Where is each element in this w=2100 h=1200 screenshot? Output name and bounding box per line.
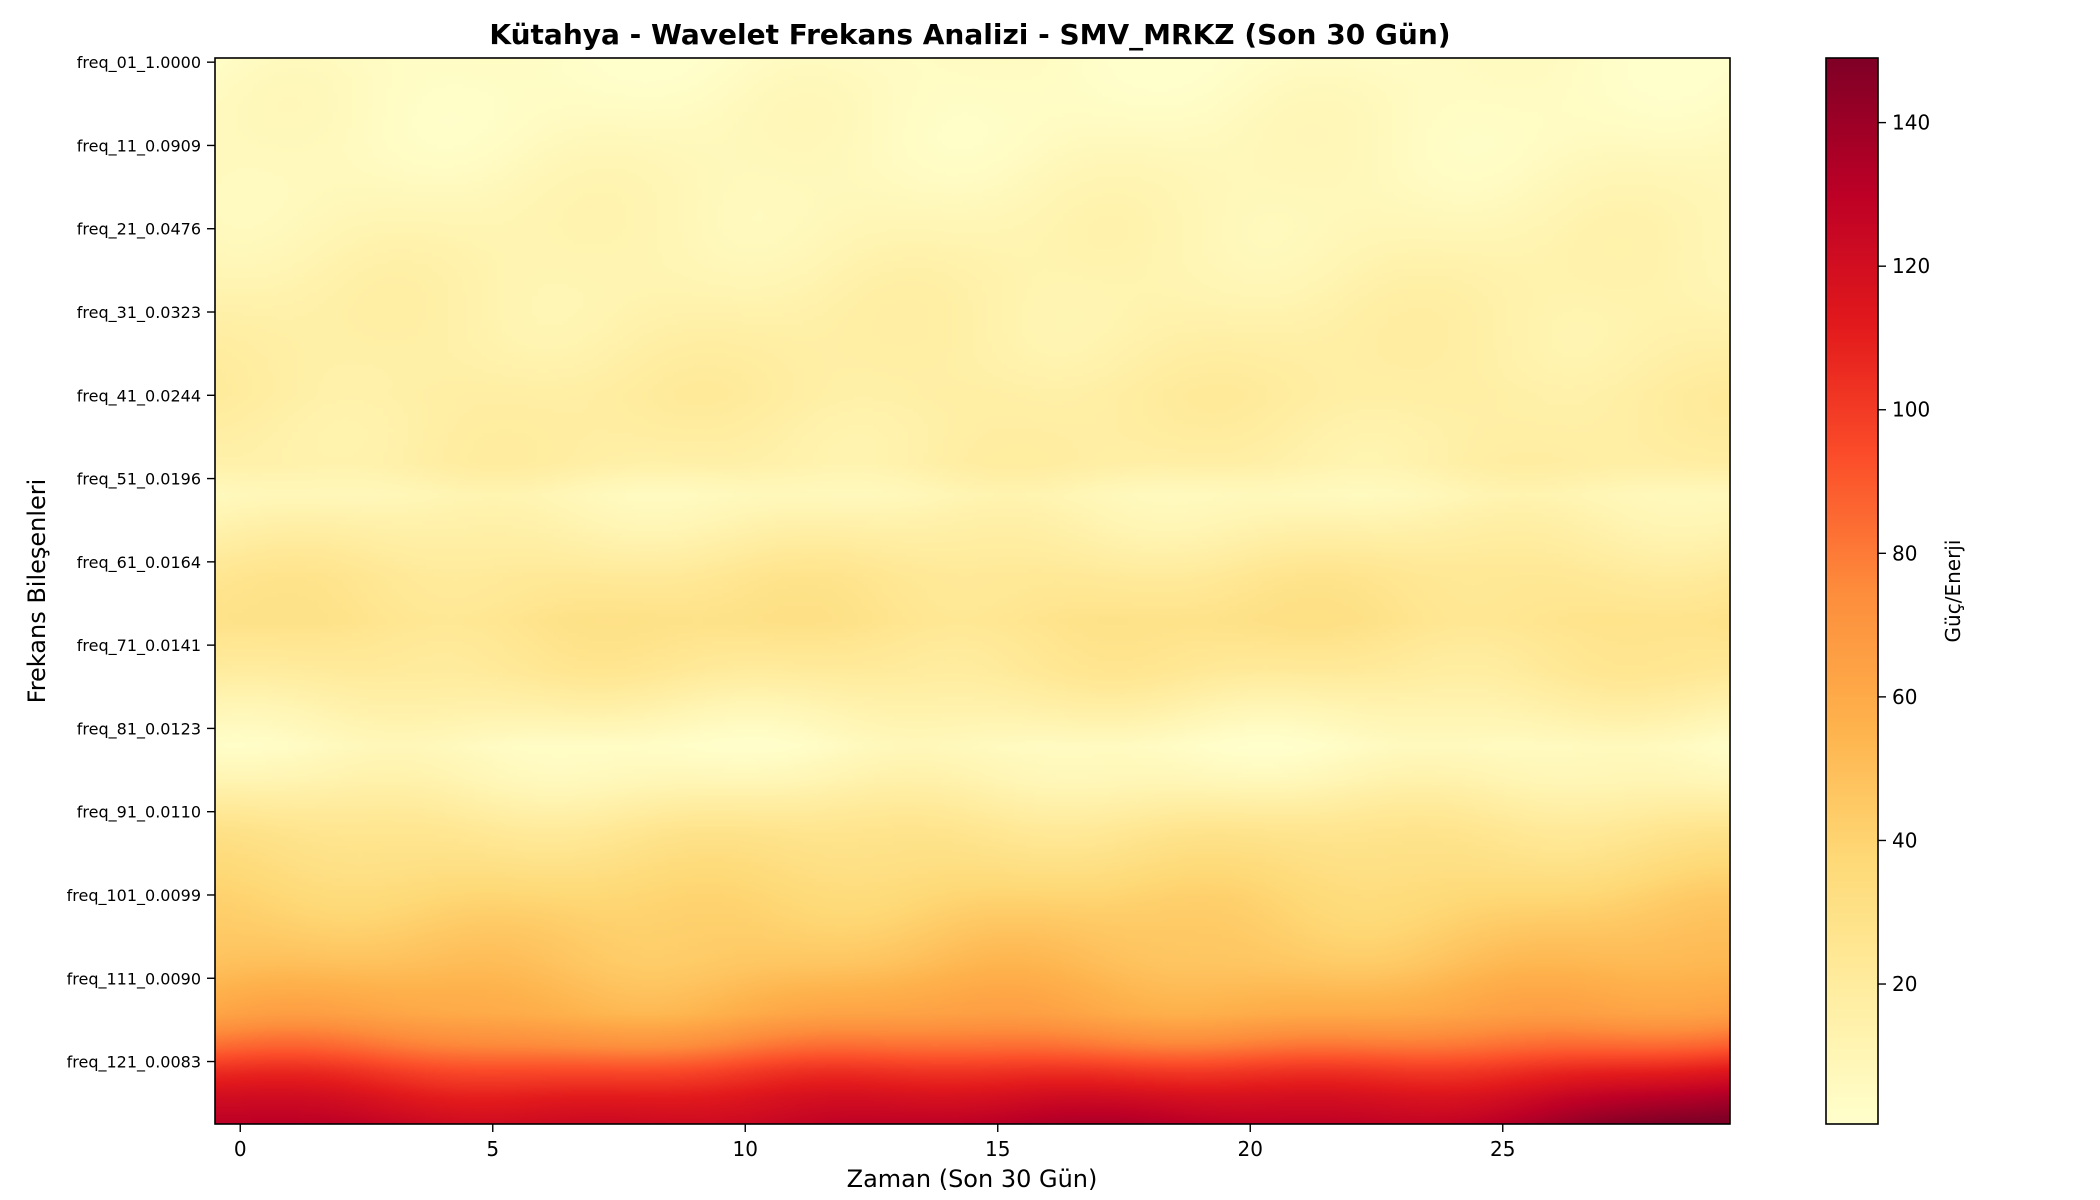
plot-frame	[214, 57, 1731, 1125]
y-tick-label: freq_81_0.0123	[77, 719, 201, 739]
y-tick-label: freq_41_0.0244	[77, 386, 201, 406]
y-tick-label: freq_11_0.0909	[77, 136, 201, 156]
colorbar-frame	[1825, 57, 1879, 1125]
colorbar-tick-label: 40	[1892, 828, 1917, 852]
y-tick-label: freq_111_0.0090	[67, 969, 201, 989]
y-tick-label: freq_61_0.0164	[77, 553, 201, 573]
x-axis-ticks: 0 5 10 15 20 25	[234, 1124, 1515, 1161]
x-tick-label: 10	[733, 1137, 758, 1161]
colorbar-tick-label: 100	[1892, 398, 1930, 422]
y-axis-ticks: freq_01_1.0000 freq_11_0.0909 freq_21_0.04…	[67, 53, 215, 1073]
colorbar-label: Güç/Enerji	[1941, 540, 1965, 643]
x-tick-label: 15	[985, 1137, 1010, 1161]
colorbar-tick-label: 120	[1892, 254, 1930, 278]
x-tick-label: 0	[234, 1137, 247, 1161]
y-tick-label: freq_01_1.0000	[77, 53, 201, 73]
x-tick-label: 5	[486, 1137, 499, 1161]
y-tick-label: freq_51_0.0196	[77, 470, 201, 490]
x-tick-label: 20	[1238, 1137, 1263, 1161]
y-tick-label: freq_101_0.0099	[67, 886, 201, 906]
y-tick-label: freq_31_0.0323	[77, 303, 201, 323]
x-tick-label: 25	[1490, 1137, 1515, 1161]
x-axis-label: Zaman (Son 30 Gün)	[847, 1165, 1098, 1193]
colorbar-ticks: 20 40 60 80 100 120 140	[1878, 111, 1930, 996]
chart-title: Kütahya - Wavelet Frekans Analizi - SMV_…	[489, 18, 1450, 51]
colorbar-tick-label: 140	[1892, 111, 1930, 135]
colorbar-tick-label: 80	[1892, 541, 1917, 565]
y-axis-label: Frekans Bileşenleri	[23, 479, 51, 704]
y-tick-label: freq_21_0.0476	[77, 220, 201, 240]
colorbar-tick-label: 60	[1892, 685, 1917, 709]
colorbar-tick-label: 20	[1892, 972, 1917, 996]
y-tick-label: freq_121_0.0083	[67, 1053, 201, 1073]
heatmap-image	[215, 58, 1730, 1124]
colorbar-gradient	[1826, 58, 1878, 1124]
y-tick-label: freq_91_0.0110	[77, 803, 201, 823]
y-tick-label: freq_71_0.0141	[77, 636, 201, 656]
